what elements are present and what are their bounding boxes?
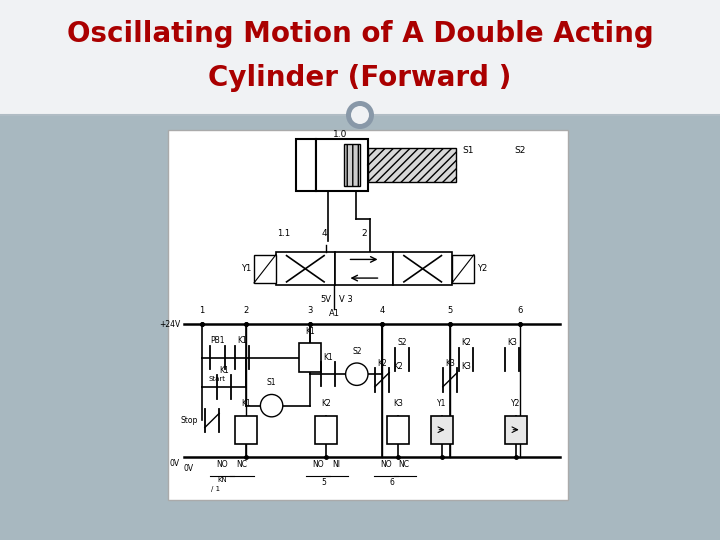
- Text: 3: 3: [307, 306, 312, 315]
- Text: / 1: / 1: [212, 486, 220, 492]
- Bar: [344, 144, 360, 186]
- Text: K2: K2: [377, 359, 387, 368]
- Text: 1.1: 1.1: [277, 229, 291, 238]
- Bar: [452, 254, 474, 283]
- Text: S2: S2: [397, 338, 407, 347]
- Text: K3: K3: [507, 338, 517, 347]
- Text: Y1: Y1: [240, 264, 251, 273]
- Text: PB1: PB1: [210, 336, 225, 346]
- Text: 5: 5: [447, 306, 453, 315]
- Text: S2: S2: [352, 347, 361, 356]
- Text: NO: NO: [380, 460, 392, 469]
- Bar: [168, 130, 568, 500]
- Bar: [254, 254, 276, 283]
- Circle shape: [351, 106, 369, 124]
- Text: K2: K2: [321, 399, 331, 408]
- Text: 6: 6: [390, 478, 395, 487]
- Text: K3: K3: [461, 362, 471, 370]
- Bar: [276, 252, 335, 286]
- Bar: [0, 0, 720, 115]
- Text: 2: 2: [243, 306, 248, 315]
- Bar: [299, 343, 321, 372]
- Text: S1: S1: [267, 378, 276, 387]
- Text: 2: 2: [361, 229, 366, 238]
- Bar: [296, 139, 316, 191]
- Text: Oscillating Motion of A Double Acting: Oscillating Motion of A Double Acting: [67, 21, 653, 49]
- Bar: [315, 416, 337, 444]
- Bar: [316, 139, 368, 191]
- Text: KN: KN: [217, 476, 227, 483]
- Text: 1: 1: [199, 306, 204, 315]
- Text: Stop: Stop: [181, 416, 198, 425]
- Text: NO: NO: [216, 460, 228, 469]
- Bar: [387, 416, 409, 444]
- Text: NO: NO: [312, 460, 324, 469]
- Text: K1: K1: [323, 353, 333, 362]
- Bar: [393, 252, 452, 286]
- Bar: [368, 148, 456, 182]
- Bar: [431, 416, 453, 444]
- Text: K1: K1: [219, 366, 229, 375]
- Circle shape: [261, 394, 283, 417]
- Text: 5: 5: [322, 478, 326, 487]
- Text: K1: K1: [241, 399, 251, 408]
- Text: Y2: Y2: [477, 264, 487, 273]
- Text: K1: K1: [237, 336, 247, 346]
- Text: 0V: 0V: [184, 464, 194, 473]
- Text: S1: S1: [462, 146, 474, 155]
- Text: 0V: 0V: [170, 460, 180, 468]
- Text: NC: NC: [398, 460, 410, 469]
- Text: K1: K1: [305, 327, 315, 336]
- Circle shape: [346, 363, 368, 386]
- Bar: [235, 416, 257, 444]
- Text: Cylinder (Forward ): Cylinder (Forward ): [208, 64, 512, 92]
- Text: 6: 6: [517, 306, 523, 315]
- Text: +24V: +24V: [158, 320, 180, 329]
- Bar: [335, 252, 393, 286]
- Text: K3: K3: [445, 359, 455, 368]
- Text: NI: NI: [332, 460, 340, 469]
- Text: 4: 4: [321, 229, 327, 238]
- Text: S2: S2: [514, 146, 526, 155]
- Text: Y2: Y2: [511, 399, 521, 408]
- Bar: [505, 416, 527, 444]
- Text: 1.0: 1.0: [333, 130, 347, 139]
- Text: K3: K3: [393, 399, 403, 408]
- Text: Y1: Y1: [437, 399, 446, 408]
- Text: NC: NC: [236, 460, 248, 469]
- Text: K2: K2: [461, 338, 471, 347]
- Circle shape: [346, 101, 374, 129]
- Text: 5V: 5V: [320, 295, 331, 303]
- Text: V 3: V 3: [339, 295, 353, 303]
- Text: K2: K2: [393, 362, 403, 370]
- Bar: [0, 115, 720, 540]
- Text: Start: Start: [209, 376, 226, 382]
- Text: 4: 4: [379, 306, 384, 315]
- Text: A1: A1: [328, 309, 340, 319]
